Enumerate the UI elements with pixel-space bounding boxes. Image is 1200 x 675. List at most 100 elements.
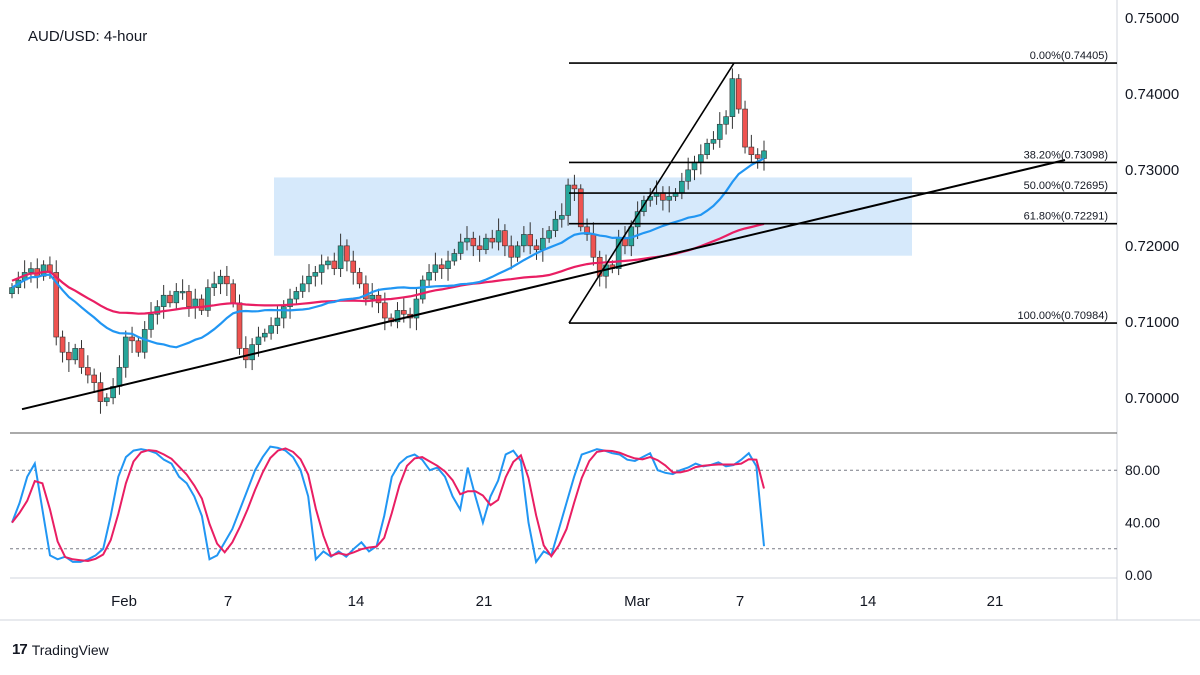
bullish-candle	[716, 123, 723, 140]
bearish-candle	[596, 256, 603, 277]
bullish-candle	[483, 237, 489, 250]
bullish-candle	[704, 142, 710, 155]
bearish-candle	[186, 291, 192, 307]
bullish-candle	[154, 306, 161, 315]
bullish-candle	[565, 184, 571, 216]
bullish-candle	[318, 264, 325, 273]
bearish-candle	[230, 283, 236, 304]
bullish-candle	[192, 298, 199, 307]
bullish-candle	[546, 230, 552, 239]
bearish-candle	[91, 374, 97, 383]
bearish-candle	[59, 336, 66, 353]
bullish-candle	[306, 275, 312, 285]
fib-trend-line	[568, 62, 735, 324]
bearish-candle	[754, 154, 761, 159]
time-tick-label: 7	[224, 593, 232, 610]
bullish-candle	[558, 215, 565, 220]
bullish-candle	[394, 310, 401, 323]
bullish-candle	[179, 291, 186, 294]
bullish-candle	[255, 336, 262, 345]
bearish-candle	[344, 245, 350, 262]
bearish-candle	[584, 226, 590, 235]
bearish-candle	[502, 230, 508, 247]
chart-title: AUD/USD: 4-hour	[28, 28, 148, 45]
bullish-candle	[457, 241, 464, 254]
moving-average-fast-line	[11, 157, 765, 349]
tradingview-brand[interactable]: 17 TradingView	[12, 641, 109, 658]
bearish-candle	[78, 348, 85, 368]
bullish-candle	[299, 283, 306, 292]
bearish-candle	[571, 184, 578, 190]
bearish-candle	[577, 188, 584, 228]
bullish-candle	[710, 139, 717, 144]
fibonacci-retracement: 0.00%(0.74405) 38.20%(0.73098) 50.00%(0.72…	[568, 50, 1117, 324]
bullish-candle	[40, 264, 47, 277]
bullish-candle	[552, 218, 559, 231]
bullish-candle	[268, 325, 274, 334]
time-tick-label: Feb	[111, 593, 137, 610]
stochastic-k-line	[11, 445, 765, 565]
bearish-candle	[438, 264, 445, 269]
bearish-candle	[742, 108, 748, 148]
price-tick-label: 0.70000	[1125, 390, 1179, 407]
bullish-candle	[445, 260, 451, 269]
bearish-candle	[533, 245, 540, 250]
fib-level-label: 61.80%(0.72291)	[1024, 211, 1108, 223]
fib-level-label: 38.20%(0.73098)	[1024, 149, 1108, 161]
bearish-candle	[236, 302, 243, 349]
stochastic-tick-label: 80.00	[1125, 462, 1160, 478]
bearish-candle	[356, 272, 363, 285]
bullish-candle	[249, 344, 255, 361]
bearish-candle	[224, 275, 230, 285]
bullish-candle	[72, 348, 78, 361]
bullish-candle	[679, 180, 685, 193]
bullish-candle	[729, 78, 736, 117]
bearish-candle	[476, 245, 483, 250]
price-tick-label: 0.72000	[1125, 238, 1179, 255]
bullish-candle	[761, 150, 767, 159]
stochastic-tick-label: 0.00	[1125, 567, 1152, 583]
brand-name: TradingView	[31, 641, 109, 658]
bullish-candle	[261, 332, 268, 338]
bullish-candle	[287, 298, 293, 307]
bearish-candle	[590, 234, 597, 258]
bullish-candle	[325, 260, 331, 266]
bearish-candle	[350, 260, 357, 273]
price-tick-label: 0.73000	[1125, 162, 1179, 179]
bearish-candle	[97, 382, 104, 402]
bullish-candle	[691, 161, 698, 171]
bullish-candle	[312, 272, 319, 277]
bullish-candle	[103, 397, 110, 402]
price-tick-label: 0.74000	[1125, 86, 1179, 103]
stochastic-d-line	[11, 447, 765, 563]
bearish-candle	[735, 78, 742, 110]
bearish-candle	[198, 298, 205, 311]
bearish-candle	[748, 146, 755, 155]
bullish-candle	[211, 283, 218, 288]
bearish-candle	[470, 237, 477, 247]
bullish-candle	[122, 336, 129, 368]
bullish-candle	[337, 245, 344, 269]
bearish-candle	[129, 336, 135, 342]
time-tick-label: 14	[348, 593, 365, 610]
bullish-candle	[666, 196, 673, 201]
bearish-candle	[382, 302, 388, 319]
bullish-candle	[293, 291, 300, 300]
bullish-candle	[540, 237, 546, 250]
price-tick-label: 0.71000	[1125, 314, 1179, 331]
bearish-candle	[243, 348, 249, 361]
bearish-candle	[508, 245, 515, 258]
time-tick-label: 14	[860, 593, 877, 610]
time-tick-label: 21	[476, 593, 493, 610]
time-tick-label: 7	[736, 593, 744, 610]
bearish-candle	[167, 294, 173, 304]
bullish-candle	[280, 306, 287, 319]
bearish-candle	[489, 237, 496, 243]
stochastic-tick-label: 40.00	[1125, 515, 1160, 531]
bullish-candle	[698, 154, 704, 163]
time-tick-label: 21	[987, 593, 1004, 610]
ascending-trend-line	[21, 158, 1066, 411]
bullish-candle	[514, 245, 521, 258]
bullish-candle	[432, 264, 439, 273]
